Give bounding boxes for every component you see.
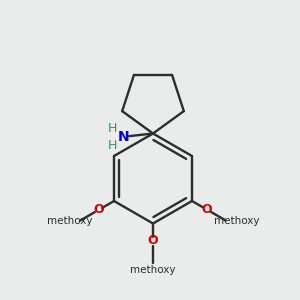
Text: methoxy: methoxy [130, 265, 176, 275]
Text: O: O [94, 203, 104, 216]
Text: H: H [108, 122, 117, 135]
Text: O: O [148, 234, 158, 248]
Text: O: O [202, 203, 212, 216]
Text: methoxy: methoxy [47, 216, 93, 226]
Text: N: N [118, 130, 130, 144]
Text: H: H [108, 139, 117, 152]
Text: methoxy: methoxy [214, 216, 259, 226]
